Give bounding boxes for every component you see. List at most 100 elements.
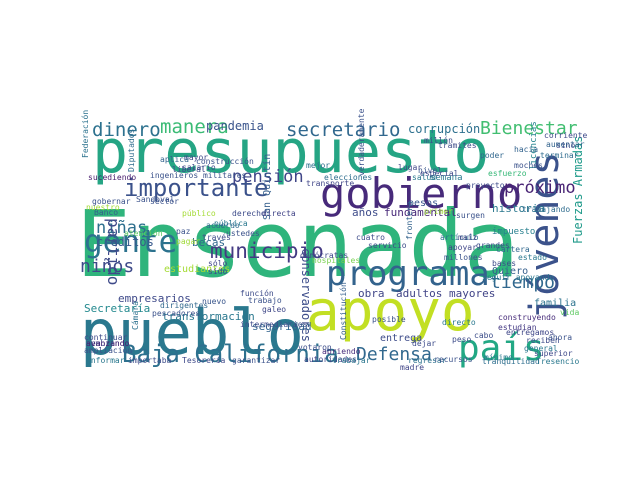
word-lugar: lugar (398, 163, 422, 172)
word-pais: país (458, 328, 545, 369)
word-federacion: Federación (80, 110, 90, 158)
word-publico: público (182, 209, 216, 218)
word-empresarios: empresarios (118, 292, 191, 305)
word-hospitales: hospitales (312, 256, 360, 265)
word-sucediendo: sucediendo (88, 173, 136, 182)
word-tiempo: tiempo (490, 272, 555, 293)
word-trabajar: trabajar (332, 356, 371, 365)
word-esfuerzo: esfuerzo (488, 169, 527, 178)
word-ensenada: Ensenada (76, 191, 519, 298)
word-presupuesto: presupuesto (92, 117, 489, 187)
word-becas: becas (192, 236, 225, 249)
word-pandemia: pandemia (206, 119, 264, 133)
word-entregamos: entregamos (506, 328, 554, 337)
word-millones: millones (444, 253, 483, 262)
word-construccion: construcción (196, 156, 254, 166)
word-cabo: cabo (474, 331, 493, 340)
word-constitucion: Constitución (338, 282, 348, 340)
word-tramites: tramites (438, 141, 477, 150)
word-surgen: surgen (456, 211, 485, 220)
word-votaron: votaron (298, 343, 332, 352)
word-nuevo: nuevo (202, 297, 226, 306)
word-pescadores: pescadores (152, 309, 200, 318)
word-fuerzas-armadas: Fuerzas Armadas (571, 136, 585, 244)
word-grandes: grandes (476, 241, 510, 250)
word-superior: superior (534, 349, 573, 358)
word-solo: sólo (208, 258, 227, 268)
word-sido: sido (208, 267, 227, 276)
word-transporte: transporte (306, 179, 354, 188)
word-democratas: demócratas (300, 250, 348, 260)
word-creditos: créditos (96, 235, 154, 249)
word-elecciones: elecciones (324, 173, 372, 182)
word-historia: historia (492, 202, 545, 215)
word-nuestro: nuestro (86, 203, 120, 212)
word-tranquilidad: tranquilidad (482, 357, 540, 366)
word-trabajando: trabajando (522, 205, 570, 214)
word-entrega: entrega (380, 333, 422, 344)
word-regresar: regresar (408, 356, 447, 365)
word-directo: directo (442, 318, 476, 327)
word-liberal: liberal (172, 165, 206, 174)
word-anos: años (352, 206, 379, 219)
word-ahora: ahora (548, 333, 572, 342)
word-secretario: secretario (286, 119, 400, 141)
word-gobierno: gobierno (320, 169, 522, 218)
word-informar: informar (86, 356, 125, 365)
word-ampliacion: ampliación (84, 345, 132, 355)
word-proximo: próximo (504, 178, 576, 198)
word-familia: familia (534, 298, 576, 309)
word-pension: pensión (232, 167, 304, 187)
word-municipio: municipio (210, 239, 324, 263)
word-conservadores: conservadores (299, 248, 313, 342)
word-galeo: galeo (262, 305, 286, 314)
word-terminar: terminar (540, 151, 579, 160)
word-diputados: Diputados (127, 128, 136, 172)
word-secretaria: Secretaría (84, 302, 150, 315)
word-primer: primer (424, 207, 453, 216)
word-verdaderamente: verdaderamente (357, 108, 366, 176)
word-vida: vida (560, 308, 579, 317)
word-salario: salario (182, 163, 216, 172)
word-estudiantes: estudiantes (164, 264, 230, 275)
word-dirigentes: dirigentes (160, 301, 208, 310)
word-impuesto: impuesto (492, 227, 535, 237)
word-pagar: pagar (176, 237, 200, 246)
word-semana: semana (430, 173, 463, 183)
word-aumentar: aumentar (546, 140, 585, 149)
word-ustedes: ustedes (226, 229, 260, 238)
word-dejar: dejar (412, 339, 436, 348)
word-sino: sino (556, 141, 575, 150)
word-peso: peso (452, 335, 471, 344)
word-partido: partido (104, 218, 123, 285)
word-manera: manera (160, 116, 229, 138)
word-millon: millón (424, 135, 453, 145)
word-autoridades: autoridades (304, 355, 357, 364)
word-trabajo: trabajo (248, 296, 282, 305)
word-obra: obra (358, 287, 385, 300)
word-publica: pública (214, 219, 248, 228)
word-corriente: corriente (544, 131, 588, 140)
word-dinero: dinero (92, 119, 161, 141)
word-mejor: mejor (306, 161, 330, 170)
word-intermediarios: intermediarios (240, 320, 308, 329)
word-apoyo: apoyo (306, 279, 475, 344)
word-especial: especial (420, 169, 459, 178)
word-proyecto: proyecto (466, 181, 505, 190)
word-seguir-apoyando: seguir apoyando (482, 273, 554, 282)
word-salud: salud (412, 173, 436, 182)
word-importante: importante (124, 174, 269, 202)
word-gobernar: gobernar (92, 197, 131, 206)
word-importaba: importaba (128, 356, 172, 365)
word-pesos: pesos (408, 198, 438, 209)
word-bienestar: Bienestar (480, 118, 578, 139)
word-mayor: mayor (184, 153, 208, 162)
word-licencias: licencias (529, 121, 539, 170)
word-ingenieros-militares: ingenieros militares (150, 171, 247, 180)
word-estudian: estudian (498, 323, 537, 332)
word-atencion: atención (124, 228, 163, 238)
word-bases: bases (492, 259, 516, 268)
word-corrupcion: corrupción (408, 122, 480, 136)
word-tesoreria: Tesorería (182, 356, 226, 365)
